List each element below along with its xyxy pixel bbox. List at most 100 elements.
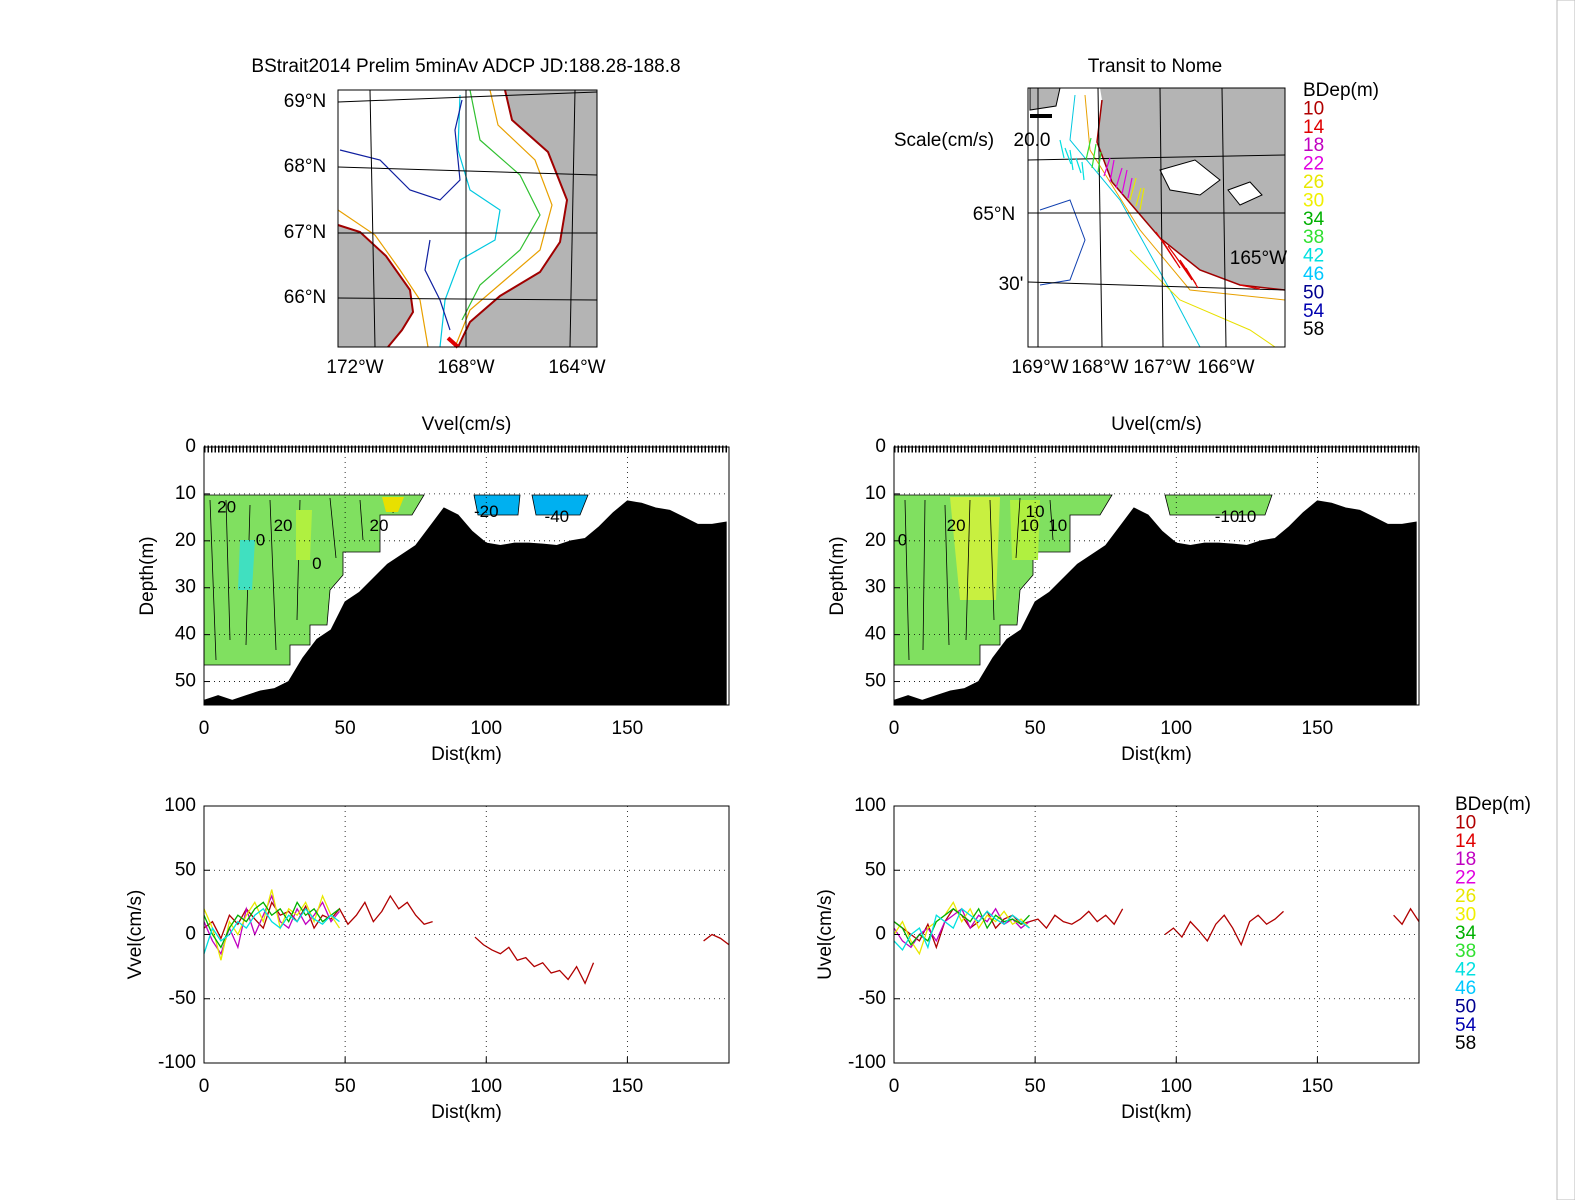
depth-contour <box>339 99 463 201</box>
contour-label: 20 <box>217 497 236 516</box>
graticule <box>569 89 576 348</box>
depth-contour <box>1069 94 1201 348</box>
legend-entry: 58 <box>1303 319 1324 340</box>
y-tick-label: 0 <box>875 436 886 457</box>
panel-title: Vvel(cm/s) <box>422 414 512 435</box>
y-tick-label: 40 <box>865 624 886 645</box>
lat-label: 66°N <box>284 287 326 308</box>
x-tick-label: 150 <box>1302 718 1334 739</box>
contour-label: 0 <box>898 530 907 549</box>
lat-label: 30' <box>999 274 1024 295</box>
depth-contour <box>337 209 429 348</box>
series-line <box>203 901 340 949</box>
legend-title: BDep(m) <box>1455 794 1531 815</box>
land <box>338 225 413 347</box>
x-tick-label: 100 <box>1160 718 1192 739</box>
y-tick-label: 0 <box>875 924 886 945</box>
y-tick-label: -100 <box>848 1052 886 1073</box>
y-tick-label: 100 <box>854 795 886 816</box>
legend-entry: 38 <box>1455 941 1476 962</box>
x-axis-label: Dist(km) <box>1121 744 1192 765</box>
series-line <box>203 907 340 954</box>
y-tick-label: 10 <box>175 483 196 504</box>
legend-entry: 14 <box>1303 117 1325 138</box>
y-tick-label: 50 <box>175 671 196 692</box>
x-tick-label: 0 <box>199 718 210 739</box>
coast-contour <box>457 89 569 348</box>
map-title: Transit to Nome <box>1088 56 1222 77</box>
contour-label: 20 <box>947 516 966 535</box>
y-tick-label: 100 <box>164 795 196 816</box>
lat-label: 65°N <box>973 204 1015 225</box>
contour-label: 10 <box>1026 502 1045 521</box>
lon-label: 168°W <box>1071 357 1128 378</box>
lon-label: 168°W <box>437 357 494 378</box>
y-tick-label: -50 <box>859 988 886 1009</box>
y-axis-label: Depth(m) <box>137 536 158 615</box>
x-tick-label: 50 <box>335 718 356 739</box>
legend-entry: 22 <box>1455 868 1476 889</box>
x-tick-label: 0 <box>889 1076 900 1097</box>
x-tick-label: 50 <box>335 1076 356 1097</box>
legend-entry: 30 <box>1303 190 1324 211</box>
axes-frame <box>203 446 730 706</box>
legend-entry: 30 <box>1455 904 1476 925</box>
lon-label: 172°W <box>326 357 383 378</box>
coast-contour <box>337 224 415 348</box>
x-tick-label: 150 <box>612 1076 644 1097</box>
window-edge <box>1556 0 1575 1200</box>
y-axis-label: Uvel(cm/s) <box>815 889 836 980</box>
axes-frame <box>203 805 730 1064</box>
lat-label: 69°N <box>284 91 326 112</box>
series-line <box>893 907 1030 952</box>
map-border <box>337 89 598 348</box>
x-tick-label: 100 <box>470 1076 502 1097</box>
graticule <box>1159 87 1164 348</box>
x-tick-label: 100 <box>470 718 502 739</box>
y-tick-label: -100 <box>158 1052 196 1073</box>
lon-label: 166°W <box>1197 357 1254 378</box>
depth-contour <box>424 239 451 331</box>
contour-label: 20 <box>274 516 293 535</box>
graticule <box>337 297 598 301</box>
series-line <box>893 901 1030 956</box>
x-axis-label: Dist(km) <box>1121 1102 1192 1123</box>
legend-entry: 26 <box>1303 172 1324 193</box>
legend-entry: 34 <box>1455 923 1477 944</box>
island <box>1159 159 1221 196</box>
legend-title: BDep(m) <box>1303 80 1379 101</box>
legend-entry: 50 <box>1303 282 1324 303</box>
x-tick-label: 150 <box>612 718 644 739</box>
map-2 <box>1027 87 1286 348</box>
y-tick-label: 30 <box>175 577 196 598</box>
lon-label: 164°W <box>548 357 605 378</box>
depth-contour <box>1084 94 1286 301</box>
contour-label: 10 <box>1020 516 1039 535</box>
island <box>1227 181 1263 206</box>
legend-entry: 18 <box>1455 849 1476 870</box>
y-axis-label: Vvel(cm/s) <box>125 890 146 980</box>
axes-frame <box>893 805 1420 1064</box>
graticule <box>337 166 598 176</box>
contour-label: -40 <box>545 507 570 526</box>
depth-contour <box>1039 199 1086 286</box>
velocity-sticks <box>1059 137 1261 290</box>
bathymetry <box>893 500 1419 706</box>
legend-entry: 10 <box>1455 812 1476 833</box>
y-tick-label: 50 <box>865 859 886 880</box>
contour-fill-v <box>203 494 589 666</box>
map-title: BStrait2014 Prelim 5minAv ADCP JD:188.28… <box>251 56 680 77</box>
legend-entry: 58 <box>1455 1033 1476 1054</box>
legend-entry: 10 <box>1303 98 1324 119</box>
contour-label: 10 <box>1048 516 1067 535</box>
legend-entry: 50 <box>1455 996 1476 1017</box>
legend-entry: 54 <box>1455 1015 1477 1036</box>
legend-entry: 46 <box>1303 264 1324 285</box>
x-tick-label: 100 <box>1160 1076 1192 1097</box>
graticule <box>369 89 376 348</box>
legend-entry: 34 <box>1303 209 1325 230</box>
y-tick-label: 20 <box>865 530 886 551</box>
depth-contour <box>1129 249 1276 348</box>
graticule <box>337 91 598 103</box>
